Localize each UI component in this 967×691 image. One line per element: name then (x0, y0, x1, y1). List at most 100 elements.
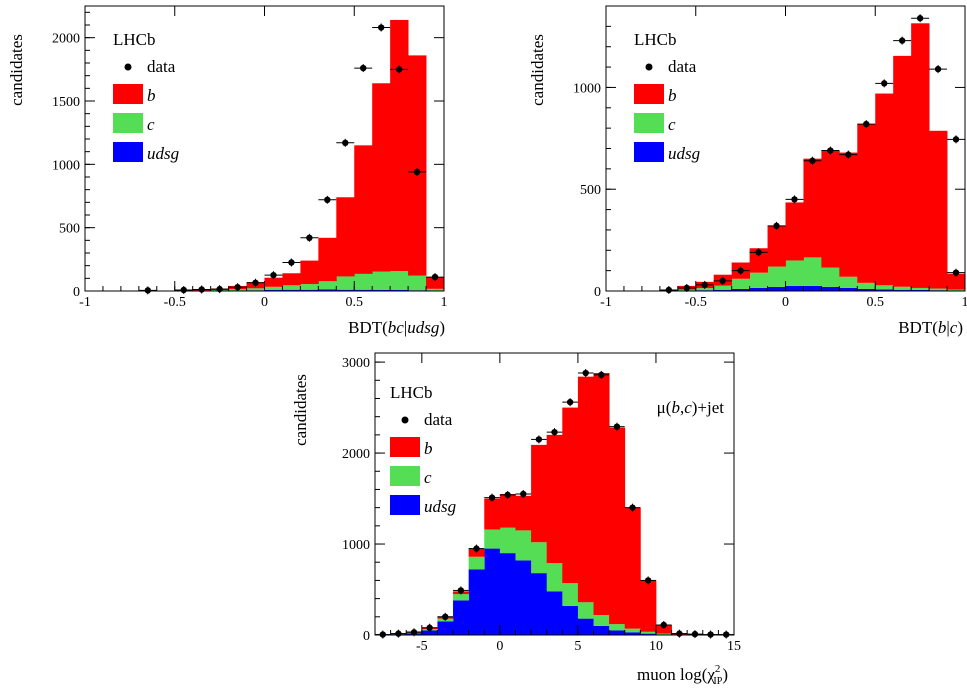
data-point (691, 630, 699, 638)
x-tick-label: 15 (727, 639, 741, 654)
bar-b-10 (531, 444, 548, 543)
bar-b-9 (767, 225, 786, 267)
x-axis-label: BDT(b|c) (898, 318, 963, 337)
legend-swatch-b (113, 84, 143, 104)
bar-c-14 (857, 282, 876, 289)
bar-udsg-10 (785, 285, 804, 291)
bar-udsg-16 (372, 289, 391, 291)
bar-udsg-9 (767, 286, 786, 291)
bar-c-14 (593, 614, 610, 626)
bar-udsg-9 (515, 560, 532, 635)
bar-b-6 (468, 548, 485, 557)
bar-udsg-11 (803, 285, 822, 291)
x-tick-label: -1 (79, 295, 91, 310)
legend-swatch-udsg (390, 495, 420, 515)
legend-swatch-c (390, 466, 420, 486)
x-tick-label: 0.5 (346, 295, 364, 310)
data-point (324, 196, 331, 203)
experiment-label: LHCb (634, 30, 677, 49)
bar-c-13 (577, 602, 594, 619)
chart-panel-3: -5 0 5 10 15 0 1000 2000 3000 candidates muon log(… (291, 352, 741, 687)
bar-udsg-14 (593, 625, 610, 635)
bar-b-15 (875, 93, 894, 286)
bar-c-9 (246, 288, 265, 291)
bar-b-7 (484, 498, 501, 530)
x-tick-label: 0 (496, 639, 503, 654)
legend-label-c: c (668, 115, 676, 134)
bar-udsg-11 (546, 591, 563, 635)
bar-b-16 (624, 507, 641, 629)
y-tick-label: 2000 (52, 32, 80, 47)
bar-b-11 (282, 273, 301, 286)
legend-swatch-udsg (113, 142, 143, 162)
bar-c-15 (354, 273, 373, 290)
bar-b-17 (640, 580, 657, 632)
bar-c-9 (767, 266, 786, 287)
data-point (629, 504, 636, 511)
bar-c-14 (336, 276, 355, 290)
bar-udsg-12 (300, 289, 319, 291)
data-point (488, 494, 496, 501)
bar-udsg-14 (857, 288, 876, 291)
data-point (952, 269, 960, 276)
bar-udsg-15 (354, 289, 373, 291)
bar-b-14 (336, 197, 355, 277)
data-point (395, 66, 403, 73)
legend-label-c: c (147, 115, 155, 134)
data-point (520, 490, 527, 498)
bar-udsg-3 (421, 630, 438, 635)
x-tick-label: 0.5 (867, 295, 885, 310)
chart-panel-2: -1 -0.5 0 0.5 1 0 500 1000 candidates BDT(b|c) LHC… (528, 5, 967, 337)
legend-label-b: b (668, 86, 677, 105)
bar-c-11 (803, 257, 822, 286)
data-point (270, 271, 277, 279)
bar-c-19 (947, 289, 966, 291)
bar-udsg-13 (577, 618, 594, 635)
x-tick-label: 0 (261, 295, 268, 310)
data-point (252, 279, 259, 286)
data-point (442, 613, 449, 621)
bar-c-12 (821, 267, 840, 287)
bar-c-15 (609, 624, 626, 631)
legend-marker-data (401, 416, 409, 424)
bar-b-9 (515, 495, 532, 531)
y-axis-label: candidates (291, 374, 310, 446)
y-axis-label: candidates (7, 34, 26, 106)
data-point (180, 286, 187, 294)
data-point (144, 287, 152, 294)
bar-c-12 (300, 284, 319, 290)
plot-frame (374, 352, 735, 636)
data-point (360, 64, 367, 72)
data-point (535, 436, 543, 443)
bar-b-18 (655, 624, 672, 634)
x-tick-label: 0 (782, 295, 789, 310)
bar-c-13 (839, 276, 858, 288)
bar-b-11 (546, 434, 563, 564)
data-point (410, 629, 418, 636)
data-point (863, 120, 870, 128)
bar-c-9 (515, 530, 532, 561)
bar-udsg-17 (390, 289, 409, 291)
bar-b-12 (300, 260, 319, 285)
x-tick-label: 5 (574, 639, 581, 654)
data-point (719, 277, 726, 285)
bar-c-16 (372, 271, 391, 290)
data-point (426, 624, 433, 631)
bar-c-7 (484, 529, 501, 549)
bar-udsg-16 (893, 289, 912, 291)
bar-b-8 (749, 248, 768, 273)
bar-udsg-8 (749, 287, 768, 291)
data-point (916, 15, 924, 22)
legend-swatch-b (634, 84, 664, 104)
bar-c-6 (468, 556, 485, 570)
bar-udsg-15 (609, 630, 626, 635)
data-point (582, 369, 589, 377)
bar-b-10 (785, 202, 804, 261)
data-point (234, 284, 241, 291)
legend-label-b: b (424, 439, 433, 458)
legend-label-data: data (424, 410, 453, 429)
bar-b-13 (839, 152, 858, 277)
y-tick-label: 3000 (342, 356, 370, 371)
y-tick-label: 500 (580, 183, 601, 198)
